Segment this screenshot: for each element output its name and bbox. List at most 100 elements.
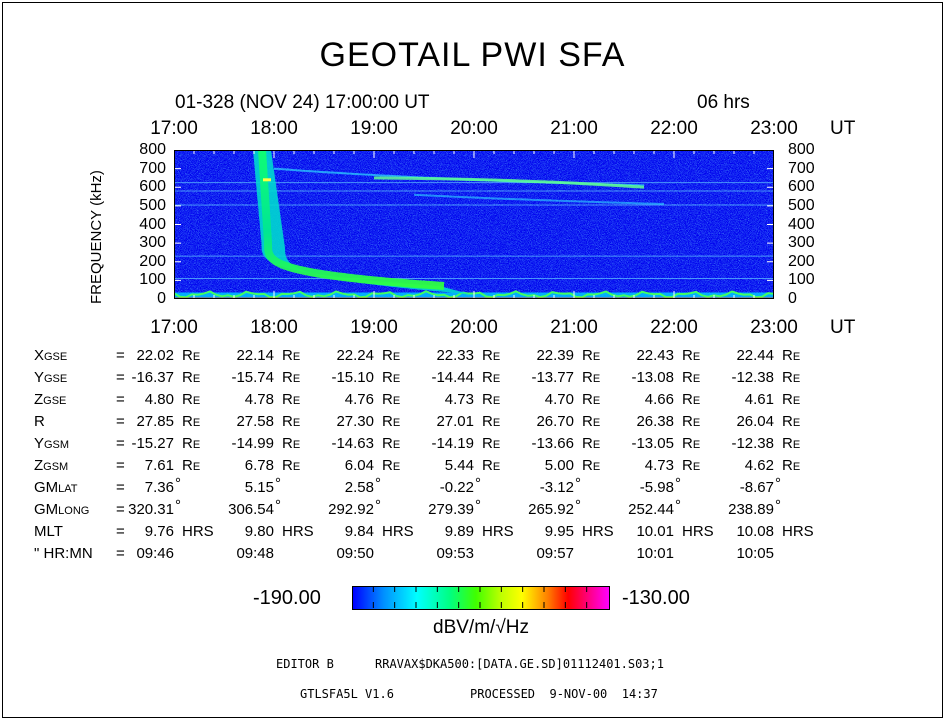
- ephemeris-value: 22.44: [736, 347, 774, 364]
- ephemeris-unit: Re: [282, 391, 301, 408]
- ephemeris-value: 5.00: [544, 457, 574, 474]
- ephemeris-value: 5.44: [444, 457, 474, 474]
- right-y-tick-label: 200: [788, 252, 815, 270]
- ephemeris-unit: °: [375, 475, 381, 492]
- ephemeris-unit: Re: [482, 435, 501, 452]
- ephemeris-value: -12.38: [731, 369, 774, 386]
- ephemeris-unit: Re: [182, 369, 201, 386]
- ephemeris-unit: °: [475, 497, 481, 514]
- ephemeris-value: -13.08: [631, 369, 674, 386]
- right-y-tick-label: 100: [788, 271, 815, 289]
- ephemeris-equals: =: [116, 457, 125, 474]
- ephemeris-value: 22.14: [236, 347, 274, 364]
- ephemeris-label: GMlong: [34, 501, 90, 518]
- ephemeris-value: 320.31: [128, 501, 174, 518]
- ephemeris-value: 9.89: [444, 523, 474, 540]
- ephemeris-value: 09:53: [436, 545, 474, 562]
- ephemeris-unit: Re: [282, 347, 301, 364]
- ephemeris-unit: Re: [482, 413, 501, 430]
- bottom-x-tick-label: 18:00: [250, 317, 298, 338]
- ephemeris-unit: Re: [782, 391, 801, 408]
- ephemeris-label: Ygsm: [34, 435, 70, 452]
- duration-label: 06 hrs: [697, 92, 750, 113]
- ephemeris-unit: °: [375, 497, 381, 514]
- left-y-tick-label: 300: [139, 234, 166, 252]
- ephemeris-equals: =: [116, 545, 125, 562]
- ephemeris-unit: °: [175, 475, 181, 492]
- ephemeris-value: 4.61: [744, 391, 774, 408]
- ephemeris-value: 252.44: [628, 501, 674, 518]
- top-x-tick-label: 17:00: [150, 118, 198, 139]
- ephemeris-value: 26.70: [536, 413, 574, 430]
- ephemeris-value: 22.24: [336, 347, 374, 364]
- ephemeris-value: -0.22: [439, 479, 474, 496]
- ephemeris-unit: Re: [482, 391, 501, 408]
- ephemeris-value: -14.44: [431, 369, 474, 386]
- right-y-tick-label: 700: [788, 159, 815, 177]
- ephemeris-value: 22.43: [636, 347, 674, 364]
- ephemeris-unit: Re: [282, 435, 301, 452]
- ephemeris-unit: Re: [282, 369, 301, 386]
- ephemeris-unit: Re: [582, 435, 601, 452]
- ephemeris-unit: Re: [582, 347, 601, 364]
- right-y-tick-label: 500: [788, 196, 815, 214]
- frequency-axis-label: FREQUENCY (kHz): [88, 170, 105, 304]
- ephemeris-unit: Re: [382, 413, 401, 430]
- footer-editor: EDITOR B: [276, 657, 334, 671]
- ephemeris-equals: =: [116, 435, 125, 452]
- ephemeris-unit: Re: [782, 369, 801, 386]
- ephemeris-unit: HRS: [682, 523, 714, 540]
- spectrogram-plot: [174, 150, 774, 299]
- colorbar-max-label: -130.00: [622, 587, 690, 609]
- left-y-tick-label: 200: [139, 252, 166, 270]
- ephemeris-value: -13.77: [531, 369, 574, 386]
- ephemeris-unit: °: [475, 475, 481, 492]
- ephemeris-value: -15.74: [231, 369, 274, 386]
- right-y-tick-label: 800: [788, 141, 815, 158]
- ephemeris-value: -16.37: [131, 369, 174, 386]
- ephemeris-value: 6.04: [344, 457, 374, 474]
- ephemeris-value: -14.63: [331, 435, 374, 452]
- top-x-unit: UT: [830, 118, 856, 139]
- top-x-tick-label: 21:00: [550, 118, 598, 139]
- ephemeris-unit: Re: [482, 369, 501, 386]
- right-y-tick-label: 300: [788, 234, 815, 252]
- ephemeris-value: 09:48: [236, 545, 274, 562]
- ephemeris-value: -15.27: [131, 435, 174, 452]
- ephemeris-unit: Re: [182, 391, 201, 408]
- ephemeris-value: 7.61: [144, 457, 174, 474]
- ephemeris-equals: =: [116, 391, 125, 408]
- ephemeris-value: 4.80: [144, 391, 174, 408]
- ephemeris-unit: °: [275, 497, 281, 514]
- ephemeris-value: 09:57: [536, 545, 574, 562]
- ephemeris-unit: Re: [782, 413, 801, 430]
- ephemeris-value: 10.08: [736, 523, 774, 540]
- ephemeris-value: 22.33: [436, 347, 474, 364]
- ephemeris-unit: HRS: [482, 523, 514, 540]
- ephemeris-unit: Re: [182, 347, 201, 364]
- footer-version: GTLSFA5L V1.6: [300, 687, 394, 701]
- ephemeris-label: Zgse: [34, 391, 67, 408]
- ephemeris-value: 10.01: [636, 523, 674, 540]
- ephemeris-unit: Re: [482, 347, 501, 364]
- ephemeris-unit: HRS: [282, 523, 314, 540]
- low-frequency-continuum: [174, 290, 774, 299]
- bottom-x-unit: UT: [830, 317, 856, 338]
- colorbar-ticks: [372, 586, 588, 608]
- ephemeris-unit: HRS: [582, 523, 614, 540]
- ephemeris-label: Xgse: [34, 347, 68, 364]
- ephemeris-unit: °: [575, 475, 581, 492]
- ephemeris-equals: =: [116, 347, 125, 364]
- ephemeris-value: 4.66: [644, 391, 674, 408]
- ephemeris-value: 6.78: [244, 457, 274, 474]
- left-y-tick-label: 600: [139, 178, 166, 196]
- ephemeris-unit: Re: [182, 435, 201, 452]
- ephemeris-label: Ygse: [34, 369, 68, 386]
- ephemeris-unit: °: [775, 475, 781, 492]
- ephemeris-unit: Re: [382, 391, 401, 408]
- ephemeris-equals: =: [116, 413, 125, 430]
- ephemeris-unit: Re: [682, 347, 701, 364]
- ephemeris-value: 10:05: [736, 545, 774, 562]
- ephemeris-unit: Re: [782, 435, 801, 452]
